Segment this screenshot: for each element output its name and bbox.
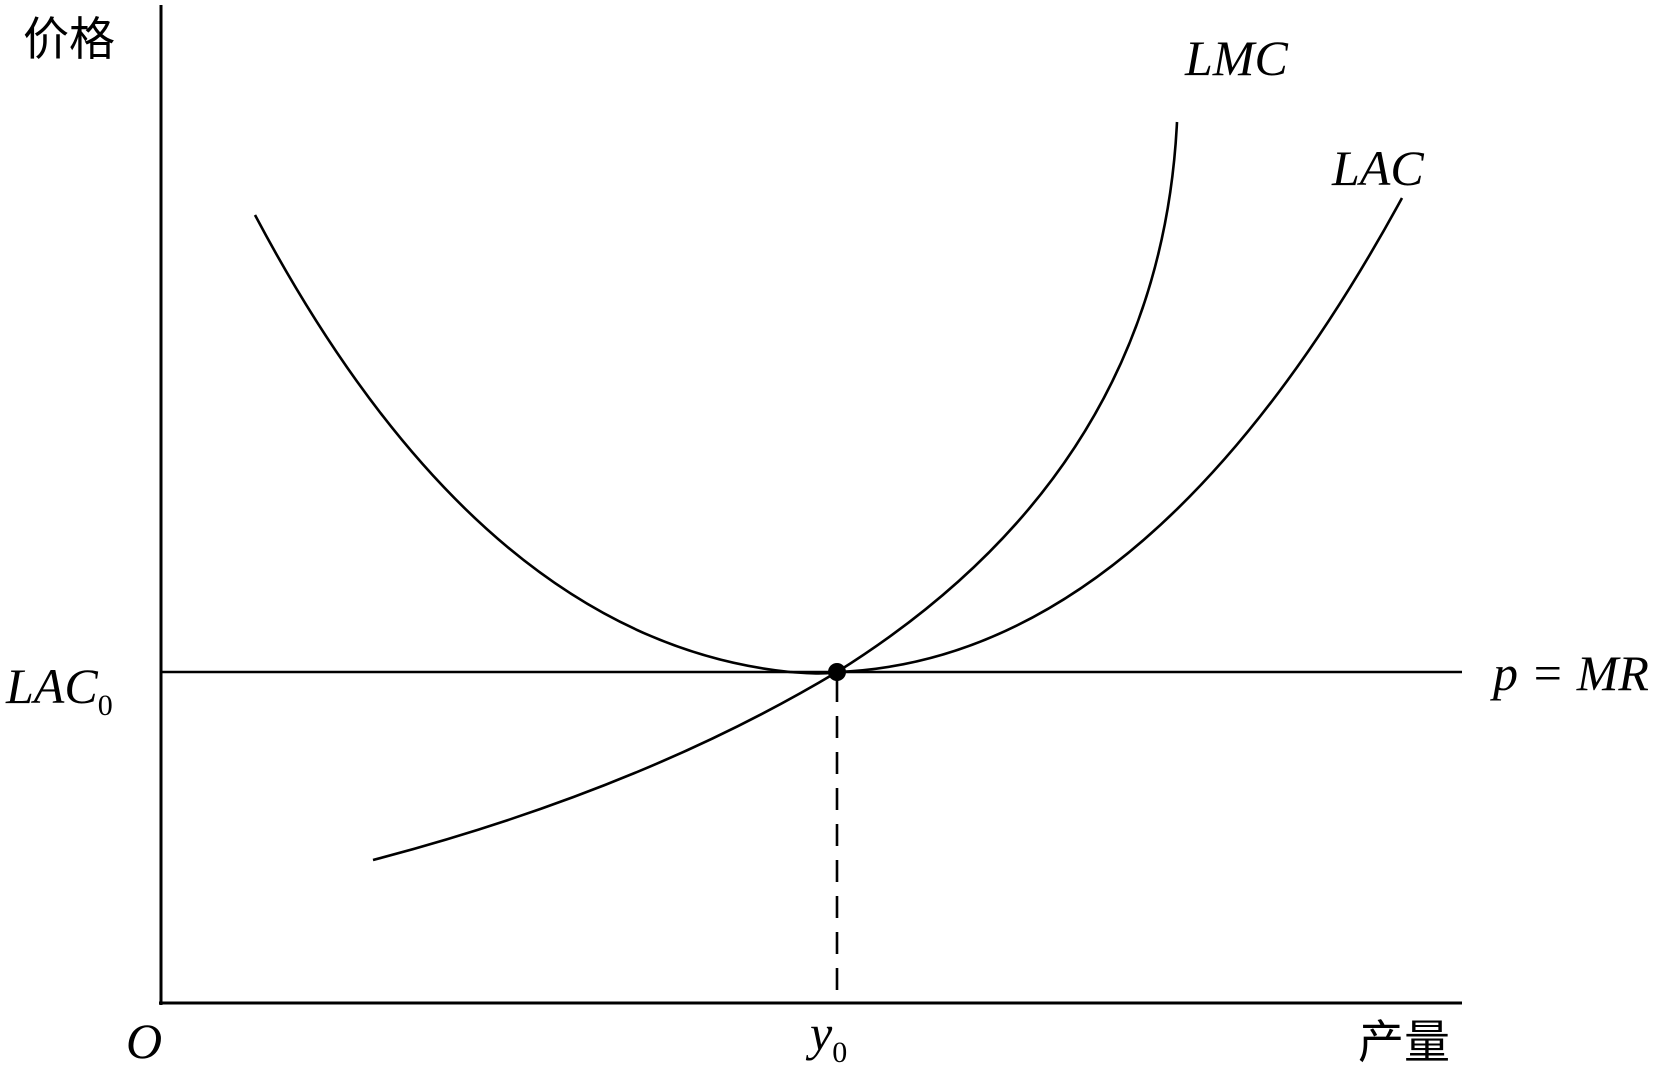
price-line-label: p = MR [1490,645,1649,701]
lac0-label: LAC0 [5,658,113,722]
equilibrium-point [828,663,846,681]
lmc-curve [372,121,1179,862]
x-axis-label: 产量 [1358,1015,1450,1069]
lac0-base: LAC [5,658,98,714]
y0-base: y [805,1005,833,1061]
origin-label: O [126,1013,162,1069]
y0-label: y0 [805,1005,847,1069]
lac0-subscript: 0 [98,689,113,722]
lmc-label: LMC [1184,30,1288,86]
y0-subscript: 0 [832,1036,847,1069]
lac-label: LAC [1331,140,1424,196]
y-axis-label: 价格 [23,12,115,66]
lac-curve [253,197,1404,675]
